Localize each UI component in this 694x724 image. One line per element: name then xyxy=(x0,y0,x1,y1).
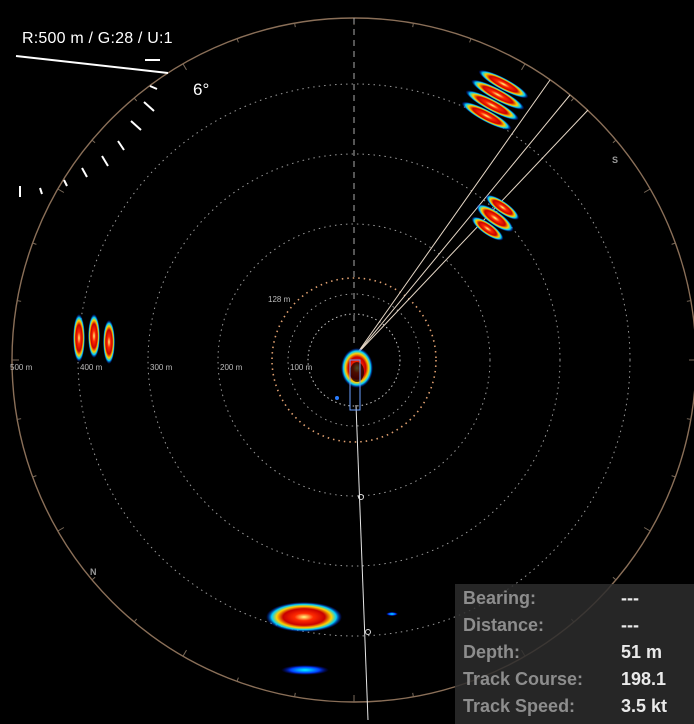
echo-bottom xyxy=(266,602,398,675)
bearing-tick xyxy=(521,63,526,71)
bearing-tick xyxy=(671,242,676,245)
depth-value: 51 m xyxy=(621,642,663,662)
range-ring-300 xyxy=(147,153,561,567)
range-ring-200 xyxy=(217,223,491,497)
range-label-400: 400 m xyxy=(80,363,103,372)
range-label-100: 100 m xyxy=(290,363,313,372)
range-ring-100 xyxy=(287,293,421,427)
range-label-200: 200 m xyxy=(220,363,243,372)
track-course-value: 198.1 xyxy=(621,669,667,689)
bearing-tick xyxy=(612,139,617,144)
depth-label: Depth: xyxy=(463,642,520,662)
tilt-indicator-line xyxy=(15,55,169,74)
bearing-value: --- xyxy=(621,588,639,608)
info-row-depth: Depth: 51 m xyxy=(463,642,692,668)
echo-top-right xyxy=(461,69,529,131)
bearing-label: Bearing: xyxy=(463,588,537,608)
echo-mid-right xyxy=(471,194,520,241)
bearing-tick xyxy=(612,576,617,581)
track-course-label: Track Course: xyxy=(463,669,584,689)
range-label-300: 300 m xyxy=(150,363,173,372)
bearing-tick xyxy=(133,97,138,102)
info-row-track-course: Track Course: 198.1 xyxy=(463,669,692,695)
range-label-500: 500 m xyxy=(10,363,33,372)
bearing-tick xyxy=(643,527,651,532)
bearing-tick xyxy=(469,38,472,43)
info-row-bearing: Bearing: --- xyxy=(463,588,692,614)
track-line xyxy=(355,404,369,721)
track-marker xyxy=(365,629,371,635)
range-ring-400 xyxy=(77,83,631,637)
distance-value: --- xyxy=(621,615,639,635)
bearing-tick xyxy=(57,527,65,532)
bearing-tick xyxy=(412,692,414,697)
bearing-tick xyxy=(686,300,691,302)
echo-left xyxy=(73,314,115,364)
bearing-tick xyxy=(17,300,22,302)
range-gain-header: R:500 m / G:28 / U:1 xyxy=(22,30,173,47)
track-marker xyxy=(358,494,364,500)
bearing-tick xyxy=(236,38,239,43)
info-panel: Bearing: --- Distance: --- Depth: 51 m T… xyxy=(455,584,694,724)
bearing-tick xyxy=(133,618,138,623)
bearing-tick xyxy=(643,188,651,193)
echo-center xyxy=(341,348,373,411)
inner-ring xyxy=(307,313,401,407)
bearing-tick xyxy=(236,677,239,682)
bearing-tick xyxy=(91,139,96,144)
target-range-ring xyxy=(271,277,437,443)
tilt-scale xyxy=(19,85,158,197)
bearing-tick xyxy=(294,23,296,28)
info-row-track-speed: Track Speed: 3.5 kt xyxy=(463,696,692,722)
distance-label: Distance: xyxy=(463,615,545,635)
range-rings xyxy=(77,83,631,637)
track-speed-label: Track Speed: xyxy=(463,696,576,716)
range-label-target: 128 m xyxy=(268,295,291,304)
stray-echo xyxy=(335,396,339,400)
bearing-tick xyxy=(182,649,187,657)
compass-north: N xyxy=(90,567,97,577)
bearing-tick xyxy=(32,475,37,478)
bearing-tick xyxy=(57,188,65,193)
bearing-tick xyxy=(671,475,676,478)
bearing-tick xyxy=(686,418,691,420)
bearing-tick xyxy=(91,576,96,581)
bearing-tick xyxy=(412,23,414,28)
track-speed-value: 3.5 kt xyxy=(621,696,668,716)
bearing-tick xyxy=(182,63,187,71)
info-row-distance: Distance: --- xyxy=(463,615,692,641)
tilt-angle-label: 6° xyxy=(193,80,210,99)
compass-south: S xyxy=(612,155,618,165)
bearing-tick xyxy=(570,97,575,102)
bearing-tick xyxy=(294,692,296,697)
bearing-tick xyxy=(32,242,37,245)
beam-lines xyxy=(355,79,589,356)
bearing-tick xyxy=(17,418,22,420)
